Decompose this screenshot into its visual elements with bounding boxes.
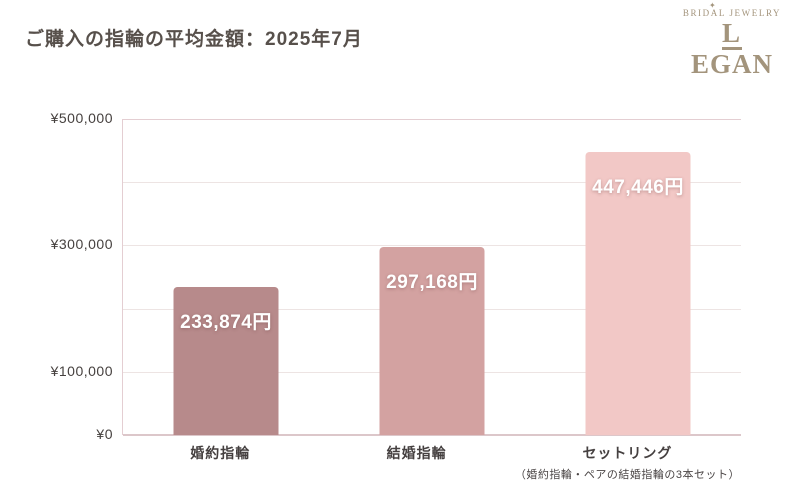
x-tick-label: 婚約指輪 [190, 445, 251, 461]
y-tick-label: ¥500,000 [50, 110, 113, 126]
brand-logo: ✦ BRIDAL JEWELRY LEGAN [682, 1, 782, 80]
bar-slot-1: 233,874円 [123, 119, 329, 435]
x-tick-3: セットリング （婚約指輪・ペアの結婚指輪の3本セット） [515, 443, 740, 482]
page-title: ご購入の指輪の平均金額：2025年7月 [25, 29, 363, 50]
plot-area: 233,874円 297,168円 447,446円 [122, 119, 741, 436]
bar-slot-3: 447,446円 [535, 119, 741, 435]
gridline [123, 119, 741, 120]
gridline [123, 245, 741, 247]
x-tick-label: セットリング [582, 445, 673, 461]
bar-series: 233,874円 297,168円 447,446円 [123, 119, 741, 435]
bar-3: 447,446円 [585, 152, 691, 435]
bar-value-label-2: 297,168円 [386, 272, 478, 294]
bar-1: 233,874円 [173, 287, 279, 435]
y-tick-label: ¥0 [96, 426, 113, 442]
x-tick-label: 結婚指輪 [386, 445, 447, 461]
x-axis-labels: 婚約指輪 結婚指輪 セットリング （婚約指輪・ペアの結婚指輪の3本セット） [122, 443, 740, 482]
brand-logo-subtitle: ✦ BRIDAL JEWELRY [682, 1, 782, 18]
y-tick-label: ¥100,000 [50, 362, 113, 379]
brand-logo-initial: L [721, 19, 742, 51]
bar-2: 297,168円 [379, 247, 485, 435]
y-tick-label: ¥300,000 [50, 236, 113, 253]
gridline [123, 182, 741, 184]
brand-logo-subtitle-text: BRIDAL JEWELRY [682, 8, 782, 18]
brand-logo-name: LEGAN [690, 18, 773, 80]
bar-value-label-3: 447,446円 [592, 177, 684, 199]
bar-value-label-1: 233,874円 [180, 312, 272, 334]
x-axis-line [123, 434, 741, 436]
x-tick-note: （婚約指輪・ペアの結婚指輪の3本セット） [514, 469, 740, 481]
x-tick-1: 婚約指輪 [122, 443, 318, 482]
x-tick-2: 結婚指輪 [318, 443, 514, 482]
bar-slot-2: 297,168円 [329, 119, 535, 435]
sparkle-icon: ✦ [709, 1, 718, 10]
